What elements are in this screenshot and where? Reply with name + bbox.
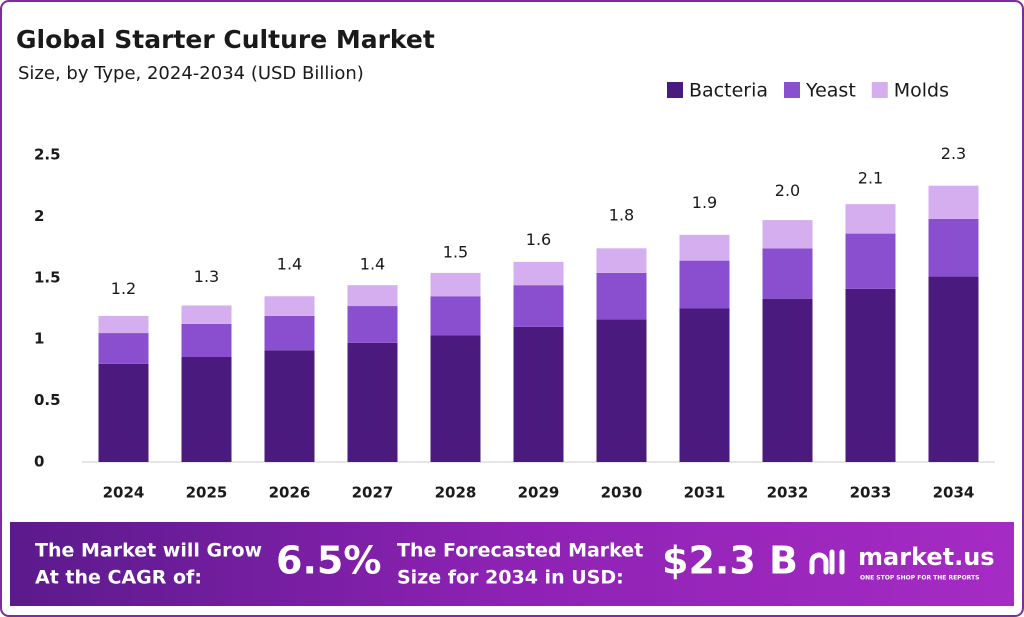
total-label: 1.3	[194, 267, 219, 286]
bar-segment	[845, 204, 896, 234]
bar-segment	[430, 296, 481, 336]
bar-segment	[762, 298, 813, 462]
bar-segment	[845, 233, 896, 289]
total-label: 2.3	[941, 144, 966, 163]
x-tick-label: 2029	[518, 484, 560, 502]
bar-segment	[264, 315, 315, 351]
total-label: 1.9	[692, 193, 717, 212]
bar-segment	[513, 285, 564, 327]
bar-segment	[596, 248, 647, 273]
y-tick-label: 2	[34, 207, 44, 225]
x-tick-label: 2027	[352, 484, 394, 502]
brand-logo	[809, 549, 845, 575]
bar-segment	[679, 308, 730, 462]
x-tick-label: 2032	[767, 484, 809, 502]
tagline: ONE STOP SHOP FOR THE REPORTS	[860, 575, 979, 582]
total-label: 1.4	[277, 255, 302, 274]
x-tick-label: 2028	[435, 484, 477, 502]
bar-segment	[181, 357, 232, 462]
cagr-value: 6.5%	[276, 539, 381, 583]
total-label: 1.6	[526, 230, 551, 249]
chart-title: Global Starter Culture Market	[16, 25, 435, 54]
chart-subtitle: Size, by Type, 2024-2034 (USD Billion)	[18, 63, 364, 84]
bar-segment	[347, 342, 398, 462]
bar-segment	[513, 326, 564, 462]
bar-segment	[679, 234, 730, 261]
legend-swatch	[784, 82, 800, 98]
legend-label: Yeast	[805, 80, 856, 102]
total-label: 2.0	[775, 181, 800, 200]
y-tick-label: 1	[34, 330, 44, 348]
bar-segment	[928, 218, 979, 277]
x-tick-label: 2031	[684, 484, 726, 502]
x-tick-label: 2033	[850, 484, 892, 502]
y-tick-label: 0.5	[34, 391, 61, 409]
legend: Bacteria Yeast Molds	[667, 80, 949, 102]
legend-label: Molds	[894, 80, 949, 102]
legend-swatch	[871, 82, 888, 98]
forecast-text: The Forecasted Market	[397, 540, 643, 562]
bar-segment	[430, 272, 481, 297]
bar-segment	[596, 272, 647, 320]
bar-segment	[181, 305, 232, 324]
bar-segment	[430, 335, 481, 462]
y-tick-label: 2.5	[34, 146, 61, 164]
bar-segment	[679, 260, 730, 309]
x-tick-label: 2024	[103, 484, 145, 502]
logo-icon	[809, 549, 845, 575]
total-label: 1.4	[360, 255, 385, 274]
bar-segment	[513, 261, 564, 286]
bar-segment	[845, 288, 896, 462]
total-label: 1.8	[609, 205, 634, 224]
bar-segment	[98, 333, 149, 364]
legend-label: Bacteria	[689, 80, 768, 102]
cagr-text: The Market will Grow	[35, 540, 262, 562]
total-label: 1.2	[111, 279, 136, 298]
bar-segment	[347, 306, 398, 343]
bar-segment	[98, 315, 149, 334]
bar-segment	[928, 185, 979, 219]
total-label: 2.1	[858, 169, 883, 188]
x-tick-label: 2026	[269, 484, 311, 502]
total-label: 1.5	[443, 242, 468, 261]
forecast-text: Size for 2034 in USD:	[397, 567, 624, 589]
bar-segment	[347, 285, 398, 307]
x-tick-label: 2034	[933, 484, 975, 502]
cagr-text: At the CAGR of:	[35, 567, 202, 589]
bar-segment	[762, 220, 813, 249]
bar-segment	[98, 363, 149, 462]
legend-swatch	[667, 82, 683, 98]
y-tick-label: 0	[34, 453, 44, 471]
bar-segment	[596, 319, 647, 462]
bar-segment	[264, 350, 315, 462]
bar-segment	[928, 276, 979, 462]
footer-banner	[10, 522, 1014, 606]
y-tick-label: 1.5	[34, 268, 61, 286]
bar-segment	[762, 248, 813, 299]
x-tick-label: 2030	[601, 484, 643, 502]
bar-segment	[181, 323, 232, 358]
x-tick-label: 2025	[186, 484, 228, 502]
brand: market.us	[858, 543, 995, 571]
bar-segment	[264, 296, 315, 316]
forecast-value: $2.3 B	[662, 539, 798, 583]
